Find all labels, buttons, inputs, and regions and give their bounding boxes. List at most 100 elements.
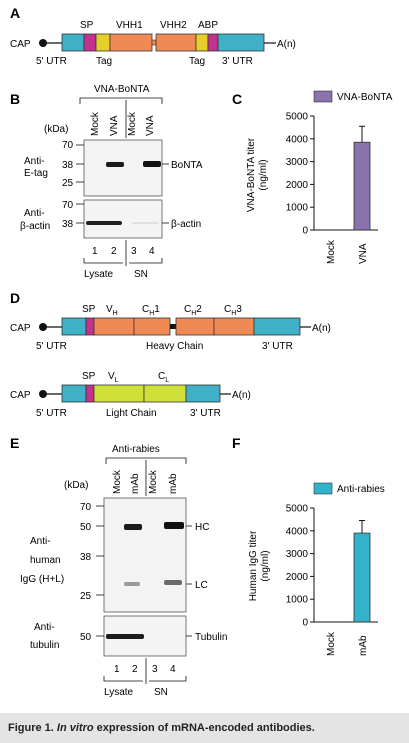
- lane-label-3: Mock: [127, 111, 138, 136]
- panel-b: B VNA-BoNTA (kDa) Mock VNA Mock VNA Anti…: [10, 84, 203, 280]
- lysate-e-bracket: [103, 676, 143, 682]
- sn-e-bracket: [149, 676, 187, 682]
- ylabel-c-line1: VNA-BoNTA titer: [246, 137, 257, 212]
- chart-f-ytick-label-1: 1000: [286, 595, 309, 606]
- sp-block: [83, 33, 97, 52]
- panel-c: C VNA-BoNTA VNA-BoNTA titer (ng/ml) 0 100…: [232, 90, 393, 264]
- figure-caption: Figure 1. In vitro expression of mRNA-en…: [8, 722, 315, 734]
- chart-f-category-0: Mock: [326, 631, 337, 656]
- cap-label: CAP: [10, 39, 31, 50]
- panel-a-letter: A: [10, 5, 20, 21]
- lysate-bracket: [83, 258, 123, 264]
- utr5-block: [61, 33, 85, 52]
- lane-number-4: 4: [149, 246, 155, 257]
- tubulin-label: Tubulin: [195, 632, 227, 643]
- lane-e-number-1: 1: [114, 664, 120, 675]
- marker-e-70: 70: [80, 502, 92, 513]
- heavy-sp: [85, 317, 95, 336]
- e-top-blot-label-line2: human: [30, 555, 61, 566]
- chart-c-ytick-label-5: 5000: [286, 112, 309, 123]
- lane-e-number-3: 3: [152, 664, 158, 675]
- abp-block: [207, 33, 219, 52]
- lane-e-number-2: 2: [132, 664, 138, 675]
- heavy-ch1-label: CH1: [142, 304, 160, 317]
- abp-label: ABP: [198, 20, 218, 31]
- actin-label: β-actin: [171, 219, 201, 230]
- heavy-utr3-label: 3' UTR: [262, 341, 293, 352]
- vhh1-block: [109, 33, 153, 52]
- chart-f-category-1: mAb: [358, 635, 369, 656]
- ylabel-f-line1: Human IgG titer: [248, 530, 259, 601]
- sn-bracket: [129, 258, 163, 264]
- panel-e-letter: E: [10, 435, 19, 451]
- vhh2-label: VHH2: [160, 20, 187, 31]
- band-bonta-lane2: [106, 162, 124, 167]
- light-vl: [93, 384, 145, 403]
- top-blot-label-line1: Anti-: [24, 156, 45, 167]
- marker-25: 25: [62, 178, 74, 189]
- light-cl: [143, 384, 187, 403]
- figure-canvas: A CAP A(n) SP VHH1 VHH2 ABP 5' UTR Tag T…: [10, 5, 393, 698]
- blot-top: [83, 139, 163, 197]
- heavy-cap-label: CAP: [10, 323, 31, 334]
- lane-number-2: 2: [111, 246, 117, 257]
- heavy-ch2-label: CH2: [184, 304, 202, 317]
- chart-f-ytick-label-3: 3000: [286, 549, 309, 560]
- e-bottom-blot-label-line1: Anti-: [34, 622, 55, 633]
- heavy-ch1: [133, 317, 171, 336]
- light-sp: [85, 384, 95, 403]
- heavy-utr3: [253, 317, 301, 336]
- blot-group-title: VNA-BoNTA: [94, 84, 150, 95]
- band-hc-lane4: [164, 522, 184, 529]
- lc-label: LC: [195, 580, 208, 591]
- caption-prefix: Figure 1.: [8, 722, 54, 734]
- lane-number-3: 3: [131, 246, 137, 257]
- heavy-ch3-label: CH3: [224, 304, 242, 317]
- group-e-bracket: [105, 457, 187, 464]
- tag2-label: Tag: [189, 56, 205, 67]
- light-utr5-label: 5' UTR: [36, 408, 67, 419]
- lane-e-label-4: mAb: [168, 473, 179, 494]
- marker-e-38: 38: [80, 552, 92, 563]
- heavy-ch3: [213, 317, 255, 336]
- blot-e-top: [103, 497, 187, 613]
- panel-f-letter: F: [232, 435, 241, 451]
- chart-f-ytick-label-5: 5000: [286, 504, 309, 515]
- marker-38: 38: [62, 160, 74, 171]
- utr3-label: 3' UTR: [222, 56, 253, 67]
- marker-e-50: 50: [80, 522, 92, 533]
- lysate-e-label: Lysate: [104, 687, 134, 698]
- caption-italic: In vitro: [56, 722, 94, 734]
- bottom-blot-label-line1: Anti-: [24, 208, 45, 219]
- chart-c-ytick-label-2: 2000: [286, 180, 309, 191]
- chart-c-category-0: Mock: [326, 239, 337, 264]
- chart-c-ytick-label-4: 4000: [286, 134, 309, 145]
- bonta-label: BoNTA: [171, 160, 203, 171]
- heavy-chain-label: Heavy Chain: [146, 341, 203, 352]
- panel-d-letter: D: [10, 290, 20, 306]
- utr3-block: [217, 33, 265, 52]
- hc-label: HC: [195, 522, 209, 533]
- chart-c-ytick-label-1: 1000: [286, 203, 309, 214]
- lane-e-label-2: mAb: [130, 473, 141, 494]
- e-bottom-blot-label-line2: tubulin: [30, 640, 59, 651]
- panel-c-letter: C: [232, 91, 242, 107]
- heavy-utr5-label: 5' UTR: [36, 341, 67, 352]
- heavy-ch2: [175, 317, 215, 336]
- linker: [151, 39, 157, 46]
- panel-e: E Anti-rabies (kDa) Mock mAb Mock mAb An…: [10, 435, 227, 698]
- poly-a-label: A(n): [277, 39, 296, 50]
- lane-label-1: Mock: [90, 111, 101, 136]
- sp-label: SP: [80, 20, 94, 31]
- heavy-sp-label: SP: [82, 304, 96, 315]
- legend-swatch-f: [313, 482, 333, 495]
- lysate-label: Lysate: [84, 269, 114, 280]
- chart-f-ytick-label-2: 2000: [286, 572, 309, 583]
- chart-f-ytick-label-4: 4000: [286, 526, 309, 537]
- band-lc-lane2: [124, 582, 140, 586]
- heavy-hinge: [170, 324, 176, 329]
- tag-block-2: [195, 33, 209, 52]
- kda-e-label: (kDa): [64, 480, 88, 491]
- ylabel-f-line2: (ng/ml): [260, 550, 271, 581]
- lane-number-1: 1: [92, 246, 98, 257]
